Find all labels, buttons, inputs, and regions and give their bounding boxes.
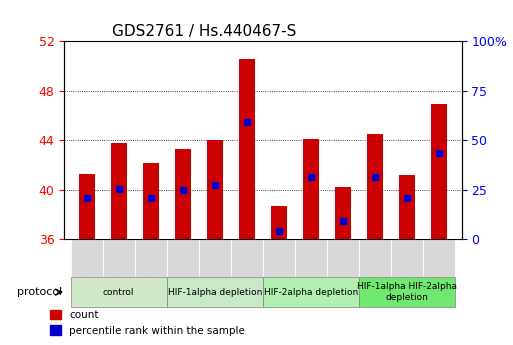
Text: protocol: protocol	[17, 287, 63, 297]
FancyBboxPatch shape	[70, 277, 167, 307]
Bar	[399, 175, 415, 239]
FancyBboxPatch shape	[70, 239, 103, 277]
Bar	[111, 143, 127, 239]
FancyBboxPatch shape	[199, 239, 231, 277]
Bar	[335, 187, 351, 239]
FancyBboxPatch shape	[359, 277, 456, 307]
FancyBboxPatch shape	[263, 239, 295, 277]
Bar	[367, 134, 383, 239]
Bar	[239, 59, 255, 239]
FancyBboxPatch shape	[359, 239, 391, 277]
FancyBboxPatch shape	[167, 239, 199, 277]
Bar	[175, 149, 191, 239]
Bar	[431, 105, 447, 239]
Text: HIF-1alpha depletion: HIF-1alpha depletion	[168, 288, 262, 297]
Text: HIF-1alpha HIF-2alpha
depletion: HIF-1alpha HIF-2alpha depletion	[357, 283, 457, 302]
FancyBboxPatch shape	[423, 239, 456, 277]
FancyBboxPatch shape	[263, 277, 359, 307]
Bar	[271, 206, 287, 239]
Bar	[207, 140, 223, 239]
FancyBboxPatch shape	[103, 239, 134, 277]
Bar	[78, 174, 94, 239]
Legend: count, percentile rank within the sample: count, percentile rank within the sample	[46, 306, 249, 340]
Bar	[303, 139, 319, 239]
FancyBboxPatch shape	[167, 277, 263, 307]
FancyBboxPatch shape	[231, 239, 263, 277]
FancyBboxPatch shape	[295, 239, 327, 277]
FancyBboxPatch shape	[327, 239, 359, 277]
Bar	[143, 162, 159, 239]
Text: control: control	[103, 288, 134, 297]
FancyBboxPatch shape	[391, 239, 423, 277]
FancyBboxPatch shape	[134, 239, 167, 277]
Text: GDS2761 / Hs.440467-S: GDS2761 / Hs.440467-S	[112, 24, 296, 39]
Text: HIF-2alpha depletion: HIF-2alpha depletion	[264, 288, 358, 297]
